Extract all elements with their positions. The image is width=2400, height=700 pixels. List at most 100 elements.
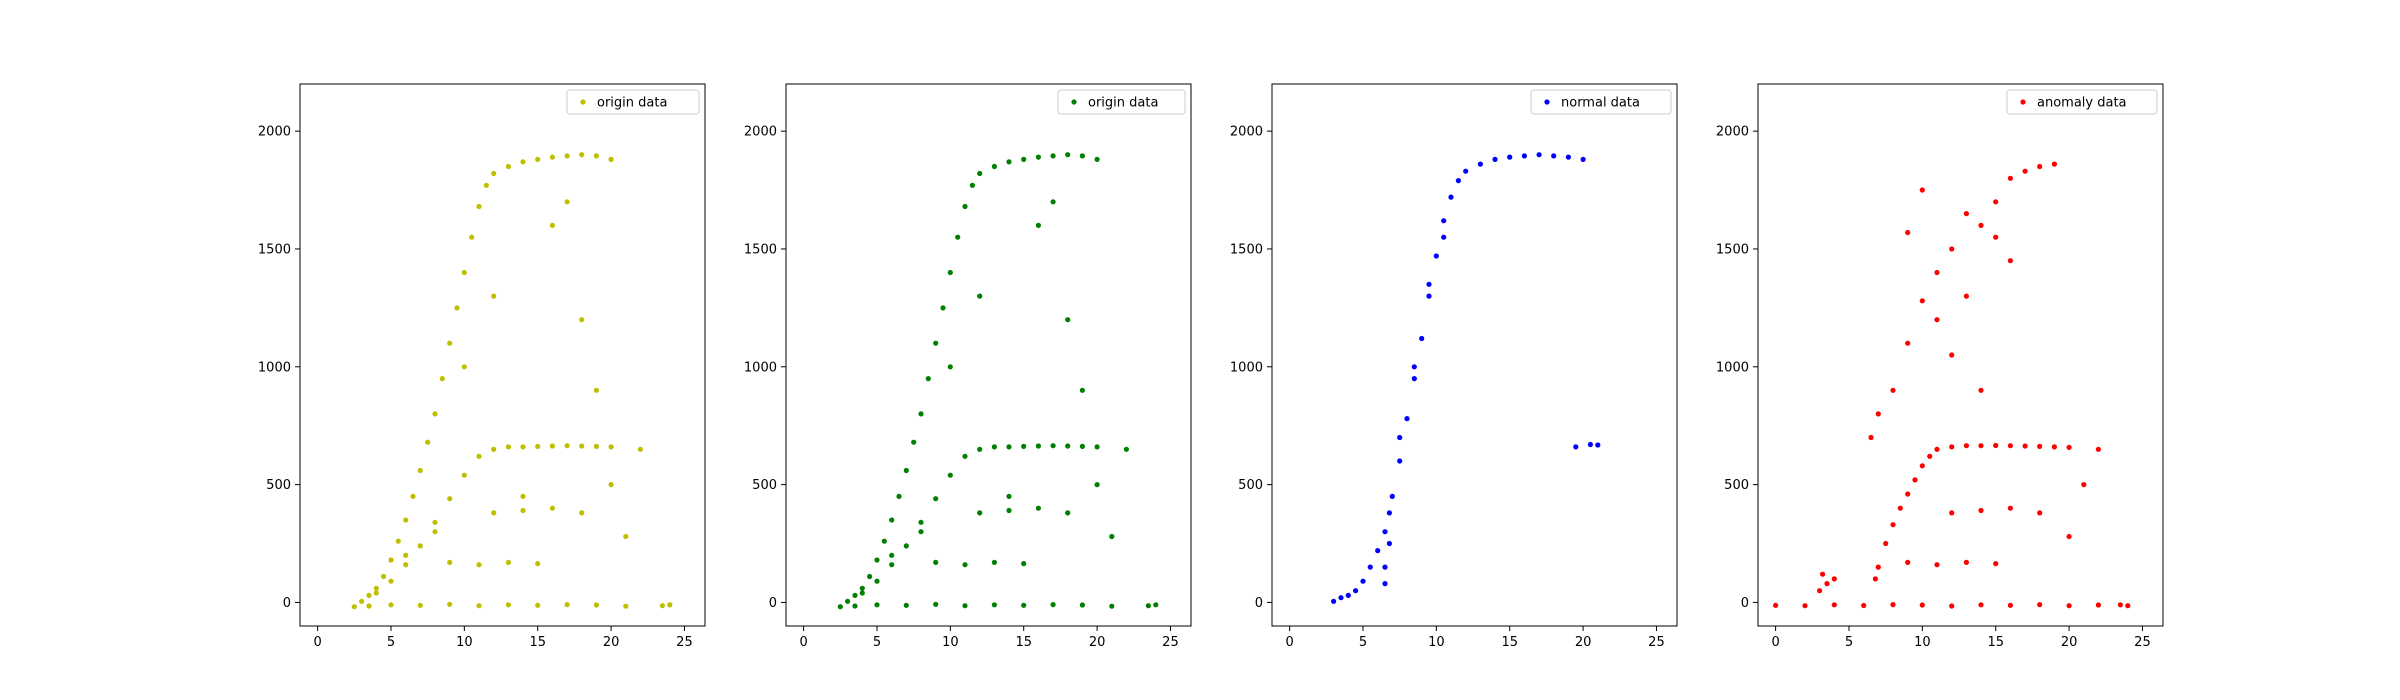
y-tick-label: 500 bbox=[1238, 478, 1263, 493]
data-point bbox=[1123, 446, 1129, 452]
data-point bbox=[896, 493, 902, 499]
x-tick-label: 10 bbox=[1914, 635, 1931, 650]
y-tick-label: 2000 bbox=[258, 125, 291, 140]
data-point bbox=[874, 602, 880, 608]
data-point bbox=[1905, 491, 1911, 497]
data-point bbox=[1079, 387, 1085, 393]
y-tick-label: 0 bbox=[769, 596, 777, 611]
y-tick-label: 2000 bbox=[744, 125, 777, 140]
data-point bbox=[1492, 156, 1498, 162]
data-point bbox=[911, 439, 917, 445]
data-point bbox=[991, 163, 998, 170]
data-point bbox=[549, 154, 556, 160]
data-point bbox=[2022, 443, 2028, 449]
data-point bbox=[1963, 211, 1969, 217]
data-point bbox=[1831, 576, 1837, 582]
data-point bbox=[1912, 477, 1918, 483]
data-point bbox=[1338, 595, 1344, 601]
data-point bbox=[1934, 269, 1940, 276]
scatter-points bbox=[837, 152, 1159, 610]
y-tick-label: 1500 bbox=[1230, 242, 1263, 257]
scatter-points bbox=[351, 152, 673, 610]
data-point bbox=[403, 552, 409, 558]
data-point bbox=[1861, 602, 1867, 609]
x-tick-label: 0 bbox=[799, 635, 807, 650]
x-tick-label: 15 bbox=[1987, 635, 2004, 650]
y-tick-label: 500 bbox=[1724, 478, 1749, 493]
data-point bbox=[366, 603, 372, 609]
data-point bbox=[623, 603, 629, 609]
x-tick-label: 5 bbox=[1845, 635, 1853, 650]
data-point bbox=[1441, 234, 1447, 240]
data-point bbox=[925, 376, 931, 382]
data-point bbox=[2066, 603, 2072, 609]
data-point bbox=[1949, 246, 1955, 252]
data-point bbox=[1035, 505, 1041, 511]
data-point bbox=[659, 603, 666, 609]
data-point bbox=[2095, 602, 2101, 608]
data-point bbox=[1872, 576, 1878, 582]
data-point bbox=[933, 601, 939, 607]
data-point bbox=[579, 443, 585, 449]
data-point bbox=[1963, 443, 1969, 449]
data-point bbox=[918, 411, 924, 417]
y-tick-label: 1000 bbox=[1230, 360, 1263, 375]
data-point bbox=[962, 603, 968, 609]
data-point bbox=[977, 293, 983, 299]
data-point bbox=[1993, 442, 1999, 449]
data-point bbox=[549, 222, 556, 228]
data-point bbox=[1919, 463, 1925, 469]
data-point bbox=[1382, 581, 1388, 587]
x-tick-label: 25 bbox=[1162, 635, 1179, 650]
data-point bbox=[1949, 603, 1955, 609]
x-tick-label: 15 bbox=[529, 635, 546, 650]
data-point bbox=[579, 510, 585, 516]
data-point bbox=[962, 453, 968, 459]
data-point bbox=[2051, 444, 2057, 450]
data-point bbox=[1919, 187, 1925, 193]
data-point bbox=[1820, 571, 1826, 577]
data-point bbox=[1595, 442, 1601, 448]
legend-box bbox=[1530, 89, 1672, 115]
data-point bbox=[447, 340, 453, 346]
legend: origin data bbox=[1057, 89, 1186, 115]
data-point bbox=[491, 446, 497, 452]
data-point bbox=[1875, 411, 1881, 417]
data-point bbox=[962, 203, 968, 210]
data-point bbox=[608, 444, 614, 450]
data-point bbox=[991, 602, 998, 608]
legend-box bbox=[2006, 89, 2158, 115]
data-point bbox=[366, 592, 372, 599]
legend: normal data bbox=[1530, 89, 1672, 115]
data-point bbox=[1360, 578, 1366, 584]
data-point bbox=[1079, 153, 1085, 159]
data-point bbox=[1934, 562, 1940, 568]
data-point bbox=[491, 170, 497, 177]
data-point bbox=[1934, 317, 1940, 323]
data-point bbox=[461, 269, 467, 276]
data-point bbox=[933, 559, 939, 566]
data-point bbox=[593, 443, 600, 449]
legend-label: normal data bbox=[1561, 96, 1640, 111]
x-tick-label: 25 bbox=[1648, 635, 1665, 650]
data-point bbox=[1773, 602, 1779, 608]
data-point bbox=[1065, 317, 1071, 323]
data-point bbox=[918, 519, 924, 525]
data-point bbox=[1573, 444, 1579, 450]
data-point bbox=[1993, 561, 1999, 567]
data-point bbox=[1021, 156, 1027, 162]
data-point bbox=[1993, 199, 1999, 205]
legend-marker bbox=[1071, 99, 1077, 105]
data-point bbox=[1426, 281, 1432, 287]
data-point bbox=[1006, 444, 1012, 450]
data-point bbox=[447, 559, 453, 566]
data-point bbox=[1949, 352, 1955, 358]
data-point bbox=[461, 364, 467, 370]
data-point bbox=[1949, 444, 1955, 450]
data-point bbox=[903, 543, 909, 549]
data-point bbox=[388, 557, 394, 563]
x-tick-label: 25 bbox=[676, 635, 693, 650]
data-point bbox=[593, 153, 600, 159]
data-point bbox=[1978, 387, 1984, 393]
data-point bbox=[469, 234, 475, 240]
